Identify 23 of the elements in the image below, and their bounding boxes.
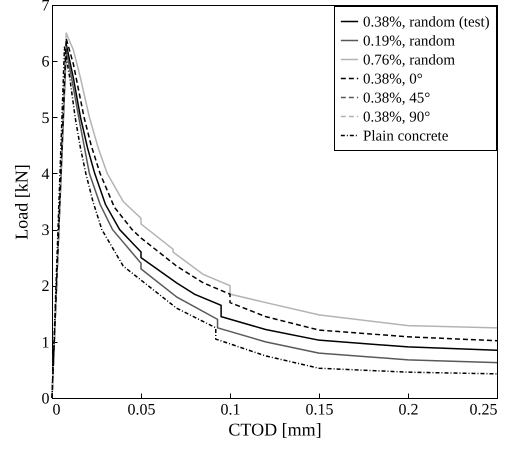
x-tick-label: 0: [52, 402, 60, 418]
y-tick-label: 2: [42, 278, 50, 296]
y-tick-label: 1: [42, 334, 50, 352]
y-tick-label: 6: [42, 54, 50, 71]
x-axis-title: CTOD [mm]: [228, 420, 322, 440]
legend-label: 0.38%, 90°: [363, 110, 430, 126]
y-tick-label: 4: [42, 166, 50, 183]
legend-label: 0.19%, random: [363, 34, 456, 50]
y-tick-label: 0: [42, 390, 50, 408]
x-tick-label: 0.1: [220, 402, 240, 418]
x-tick-label: 0.2: [398, 402, 418, 418]
y-tick-label: 7: [42, 0, 50, 14]
y-axis-title: Load [kN]: [12, 164, 32, 240]
legend-label: 0.76%, random: [363, 52, 456, 68]
legend-label: 0.38%, 45°: [363, 90, 430, 106]
x-tick-label: 0.25: [470, 402, 498, 418]
legend-label: 0.38%, random (test): [363, 14, 490, 30]
x-tick-label: 0.05: [128, 402, 156, 418]
x-tick-label: 0.15: [306, 402, 334, 418]
legend-label: 0.38%, 0°: [363, 72, 423, 88]
y-tick-label: 5: [42, 110, 50, 127]
y-tick-label: 3: [42, 222, 50, 240]
legend-label: Plain concrete: [363, 128, 449, 144]
